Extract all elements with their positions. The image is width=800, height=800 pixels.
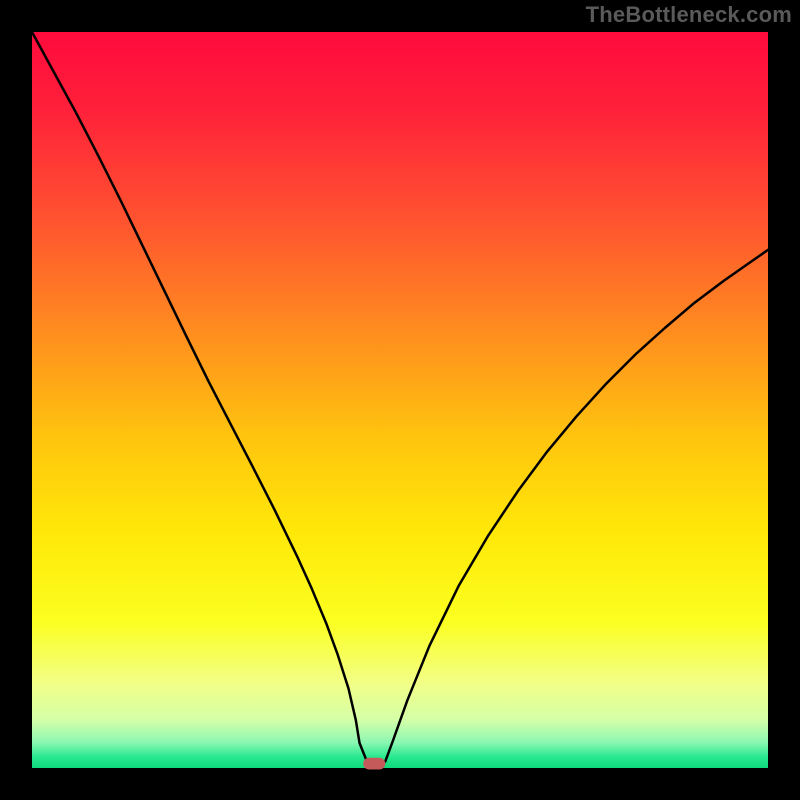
chart-svg xyxy=(0,0,800,800)
plot-gradient-area xyxy=(32,32,768,768)
optimal-marker xyxy=(363,758,385,770)
chart-stage: TheBottleneck.com xyxy=(0,0,800,800)
